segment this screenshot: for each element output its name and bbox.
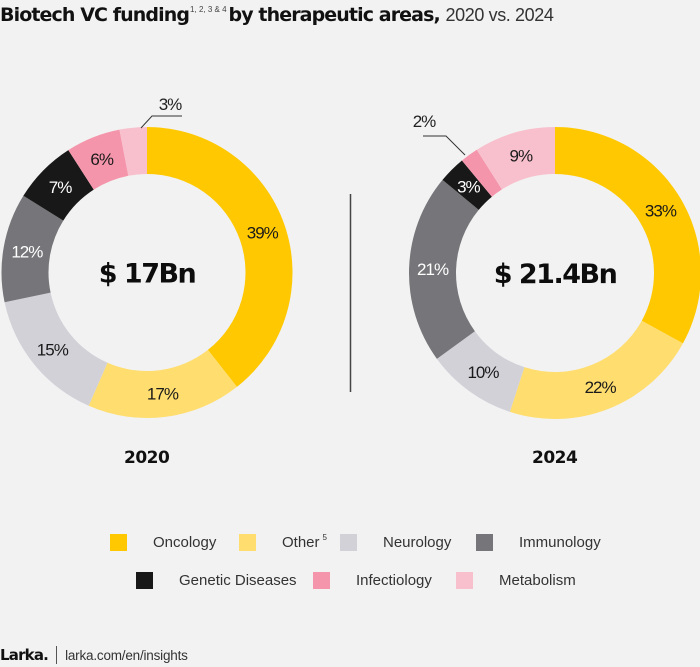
- leader-line-2024-infectiology: [423, 135, 466, 156]
- insights-link[interactable]: larka.com/en/insights: [65, 647, 188, 663]
- footer-divider: [56, 646, 58, 664]
- legend-item-metabolism: Metabolism: [456, 571, 576, 589]
- legend-item-infectiology: Infectiology: [313, 571, 432, 589]
- legend-item-genetic-diseases: Genetic Diseases: [136, 571, 297, 589]
- data-label-2024-infectiology: 2%: [413, 112, 436, 131]
- title-footnote-refs: 1, 2, 3 & 4: [190, 5, 227, 14]
- slice-2020-immunology: [1, 195, 64, 303]
- slice-2020-neurology: [4, 292, 108, 406]
- data-label-2020-other: 17%: [147, 385, 179, 404]
- title-bold: Biotech VC funding: [0, 4, 190, 26]
- data-label-2024-immunology: 21%: [417, 260, 449, 279]
- data-label-2020-immunology: 12%: [11, 242, 43, 261]
- legend-label: Oncology: [153, 533, 217, 551]
- data-label-2020-infectiology: 6%: [90, 150, 113, 169]
- slice-2024-other: [509, 320, 683, 420]
- title-years: 2020 vs. 2024: [445, 5, 554, 25]
- data-label-2024-other: 22%: [585, 378, 617, 397]
- data-label-2020-oncology: 39%: [247, 224, 279, 243]
- legend-label: Other 5: [282, 533, 327, 551]
- total-funding-2020: $ 17Bn: [99, 259, 196, 290]
- donut-charts: 39% 17% 15% 12% 7% 6% 3% $ 17Bn 33% 22% 10% 21% 3% 2…: [1, 95, 700, 420]
- slice-2020-other: [88, 349, 237, 419]
- slice-2024-oncology: [555, 127, 700, 344]
- legend-label: Genetic Diseases: [179, 571, 297, 589]
- legend-swatch-metabolism: [456, 571, 473, 589]
- slice-2020-metabolism: [119, 127, 147, 176]
- slice-2020-infectiology: [68, 129, 129, 190]
- legend-item-neurology: Neurology: [340, 533, 451, 551]
- legend-label: Metabolism: [499, 571, 576, 589]
- footnote-ref: 5: [322, 533, 327, 542]
- data-label-2024-neurology: 10%: [467, 363, 499, 382]
- legend-item-other: Other 5: [239, 533, 327, 551]
- legend-swatch-immunology: [476, 533, 493, 551]
- legend-swatch-other: [239, 533, 256, 551]
- legend-swatch-infectiology: [313, 571, 330, 589]
- year-label-2024: 2024: [532, 448, 578, 468]
- slice-2020-genetic-diseases: [23, 150, 94, 221]
- data-label-2020-metabolism: 3%: [159, 95, 182, 114]
- legend-swatch-oncology: [110, 533, 127, 551]
- data-label-2020-genetic-diseases: 7%: [49, 178, 72, 197]
- slice-2024-infectiology: [461, 149, 502, 197]
- donut-2020: 39% 17% 15% 12% 7% 6% 3% $ 17Bn: [1, 95, 293, 419]
- total-funding-2024: $ 21.4Bn: [494, 259, 617, 290]
- donut-2024: 33% 22% 10% 21% 3% 2% 9% $ 21.4Bn: [409, 112, 700, 420]
- data-label-2024-oncology: 33%: [645, 202, 677, 221]
- year-label-2020: 2020: [124, 448, 170, 468]
- chart-title: Biotech VC funding1, 2, 3 & 4 by therapeu…: [0, 4, 554, 26]
- data-label-2024-metabolism: 9%: [510, 146, 533, 165]
- data-label-2020-neurology: 15%: [37, 340, 69, 359]
- legend-label: Neurology: [383, 533, 452, 551]
- footer: Larka. larka.com/en/insights: [0, 644, 188, 666]
- slice-2020-oncology: [147, 127, 293, 387]
- leader-line-2020-metabolism: [140, 115, 182, 129]
- legend-item-immunology: Immunology: [476, 533, 601, 551]
- title-bold-rest: by therapeutic areas,: [228, 4, 441, 26]
- legend-label: Immunology: [519, 533, 601, 551]
- legend-swatch-neurology: [340, 533, 357, 551]
- legend-label: Infectiology: [356, 571, 432, 589]
- legend-item-oncology: Oncology: [110, 533, 216, 551]
- brand-logo: Larka.: [0, 646, 49, 664]
- legend-swatch-genetic-diseases: [136, 571, 153, 589]
- slice-2024-genetic-diseases: [442, 160, 492, 210]
- data-label-2024-genetic-diseases: 3%: [457, 177, 480, 196]
- slice-2024-neurology: [436, 331, 525, 412]
- slice-2024-metabolism: [476, 127, 555, 190]
- slice-2024-immunology: [409, 179, 479, 359]
